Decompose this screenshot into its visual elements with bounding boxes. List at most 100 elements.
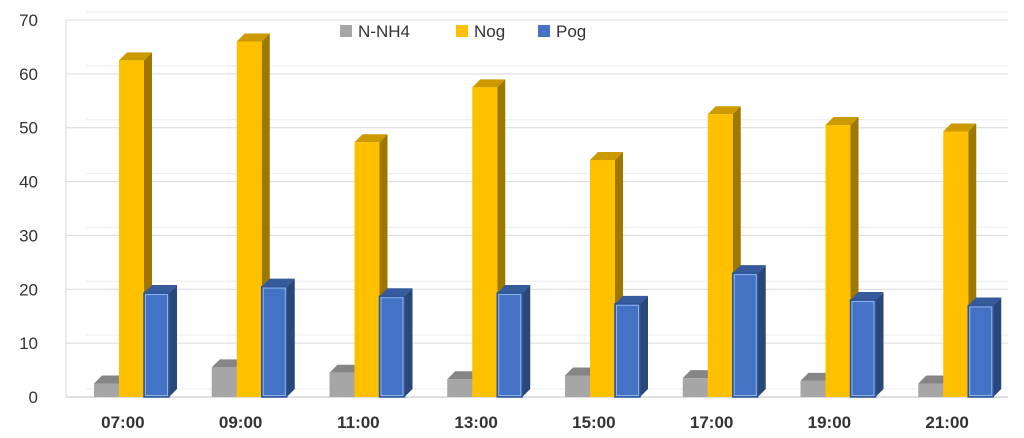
bar-front (354, 142, 380, 397)
x-tick-label: 15:00 (572, 413, 615, 432)
y-tick-label: 30 (19, 226, 38, 245)
bar-top (379, 288, 413, 297)
bar-front-highlight (733, 274, 757, 396)
bar-front (614, 303, 641, 398)
bar-nog-1300 (472, 79, 506, 398)
bar-front (732, 272, 759, 398)
y-axis-ticks: 0 10 20 30 40 50 60 70 (19, 11, 38, 407)
bar-top (119, 52, 152, 61)
bar-nog-1100 (354, 134, 388, 397)
bar-side (169, 285, 177, 397)
bar-front (565, 375, 590, 397)
x-tick-label: 21:00 (925, 413, 968, 432)
bar-top (707, 106, 741, 115)
bar-pog-1900 (849, 292, 884, 398)
x-tick-label: 11:00 (337, 413, 380, 432)
bar-front-highlight (616, 304, 639, 397)
x-tick-label: 13:00 (454, 413, 497, 432)
y-tick-label: 50 (19, 119, 38, 138)
bar-side (286, 278, 295, 397)
bar-side (640, 295, 648, 397)
bar-front (590, 160, 615, 397)
bar-top (850, 292, 884, 301)
bar-front (472, 87, 498, 398)
bar-top (211, 359, 245, 368)
bar-front (261, 285, 288, 398)
bar-nog-0700 (119, 52, 152, 398)
x-axis-labels: 07:00 09:00 11:00 13:00 15:00 17:00 19:00 21:00 (101, 413, 969, 432)
bar-top (943, 123, 977, 132)
bar-front (378, 295, 406, 398)
y-tick-label: 10 (19, 334, 38, 353)
y-tick-label: 0 (29, 388, 38, 407)
bar-front (943, 131, 969, 397)
bar-pog-0700 (143, 285, 177, 398)
y-tick-label: 60 (19, 65, 38, 84)
legend-item-pog: Pog (538, 22, 586, 41)
bar-top (590, 152, 623, 161)
legend-swatch (340, 25, 352, 37)
bar-front (967, 304, 994, 398)
bar-front-highlight (380, 297, 404, 396)
bar-front (236, 41, 262, 398)
y-tick-label: 40 (19, 173, 38, 192)
bar-pog-1300 (496, 285, 531, 398)
bar-side (404, 288, 413, 397)
legend-label: Nog (474, 22, 505, 41)
bar-top (329, 364, 363, 373)
bar-front (329, 372, 355, 397)
bar-pog-2100 (967, 297, 1002, 398)
bar-top (800, 372, 834, 381)
bar-front (143, 292, 170, 398)
legend-item-n-nh4: N-NH4 (340, 22, 410, 41)
bar-side (757, 265, 766, 397)
bar-top (565, 367, 598, 376)
bar-front (682, 378, 708, 397)
legend-label: N-NH4 (358, 22, 410, 41)
bar-top (968, 297, 1002, 306)
legend-item-nog: Nog (456, 22, 505, 41)
bar-front-highlight (851, 301, 875, 396)
bar-front-highlight (969, 306, 993, 397)
bar-top (94, 375, 127, 384)
bar-front (800, 380, 826, 397)
legend-label: Pog (556, 22, 586, 41)
bar-side (875, 292, 884, 397)
bar-front (496, 292, 523, 398)
bar-front (94, 383, 119, 397)
legend: N-NH4 Nog Pog (340, 22, 586, 41)
bar-pog-1700 (732, 265, 766, 398)
bar-top (261, 278, 295, 287)
bar-top (732, 265, 766, 274)
bar-top (447, 371, 481, 380)
bar-top (615, 295, 648, 304)
x-tick-label: 17:00 (690, 413, 733, 432)
bar-pog-0900 (261, 278, 295, 398)
x-tick-label: 07:00 (101, 413, 144, 432)
x-tick-label: 09:00 (219, 413, 262, 432)
bar-front (447, 379, 473, 397)
bar-front (707, 114, 733, 397)
bar-front-highlight (262, 287, 286, 397)
x-tick-label: 19:00 (808, 413, 851, 432)
bar-top (144, 285, 177, 294)
legend-swatch (538, 25, 550, 37)
bar-front (849, 299, 877, 398)
y-tick-label: 20 (19, 280, 38, 299)
bar-pog-1100 (378, 288, 413, 398)
bar-top (682, 370, 716, 379)
bar-top (497, 285, 531, 294)
legend-swatch (456, 25, 468, 37)
bar-top (472, 79, 506, 88)
bar-front (211, 367, 237, 397)
bar-front (825, 125, 851, 398)
bar-side (522, 285, 531, 397)
bar-pog-1500 (614, 295, 648, 398)
bar-front (918, 383, 944, 397)
bar-top (825, 117, 859, 126)
bar-front-highlight (145, 294, 168, 397)
bars (94, 33, 1002, 398)
bar-side (993, 297, 1002, 397)
